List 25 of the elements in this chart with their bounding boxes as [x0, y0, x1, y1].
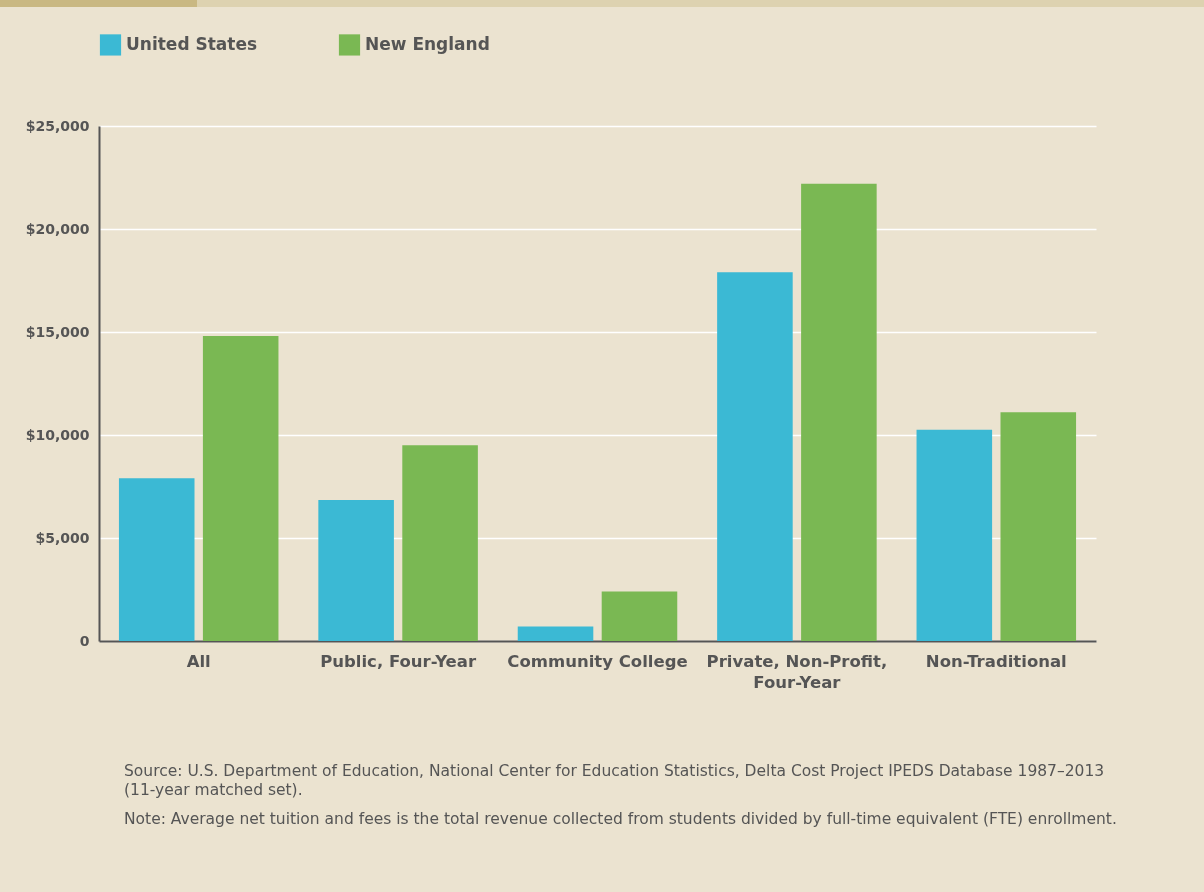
bar [801, 183, 877, 641]
bar [318, 499, 394, 641]
y-tick-label: $25,000 [25, 117, 90, 134]
y-tick-label: $15,000 [25, 323, 90, 340]
bar [202, 336, 279, 641]
legend-label: New England [365, 33, 490, 54]
x-tick-label: All [186, 651, 211, 671]
bar [402, 445, 478, 641]
y-tick-label: $10,000 [25, 426, 90, 443]
x-tick-label: Public, Four-Year [320, 651, 477, 671]
bar [601, 591, 678, 641]
bar [1000, 412, 1077, 641]
y-tick-label: $5,000 [35, 529, 90, 546]
text: Note: Average net tuition and fees is the total revenue collected from students divided by full-time equivalent (FTE) enrollment. [124, 810, 1118, 829]
y-tick-label: 0 [79, 632, 90, 649]
bar [717, 272, 793, 641]
legend-label: United States [126, 33, 258, 54]
source-note: Source: U.S. Department of Education, National Center for Education Statistics, Delta Cost Project IPEDS Database 1987–2013 (11-year matched set). [124, 762, 1106, 800]
bar [118, 478, 195, 641]
y-tick-label: $20,000 [25, 220, 90, 237]
x-tick-label: Non-Traditional [925, 651, 1067, 671]
x-tick-label: Private, Non-Profit, Four-Year [706, 651, 888, 692]
bar [517, 626, 594, 641]
x-tick-label: Community College [507, 651, 688, 671]
bar [916, 429, 993, 641]
